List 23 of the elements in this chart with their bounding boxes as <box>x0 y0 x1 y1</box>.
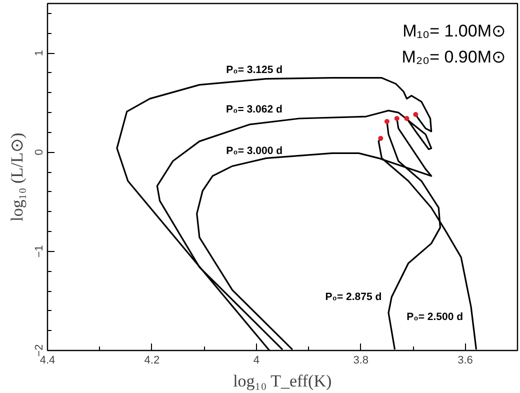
x-tick-label: 4 <box>253 354 260 366</box>
y-tick-label: 1 <box>34 50 46 56</box>
y-axis-title: log₁₀ (L/L⊙) <box>8 132 26 222</box>
point <box>413 112 418 118</box>
series-label: P₀= 2.875 d <box>325 290 382 303</box>
x-tick-label: 3.8 <box>353 354 368 366</box>
y-tick-label: 0 <box>34 149 46 156</box>
series-label: P₀= 3.125 d <box>226 64 283 76</box>
x-axis-title: log₁₀ T_eff(K) <box>233 372 332 390</box>
y-tick-label: −1 <box>34 245 46 258</box>
annotation: M₁₀= 1.00M⊙ <box>402 22 506 40</box>
x-tick-label: 3.6 <box>458 354 473 366</box>
x-tick-label: 4.4 <box>40 354 56 366</box>
point <box>404 116 410 121</box>
annotation: M₂₀= 0.90M⊙ <box>402 48 506 66</box>
point <box>384 118 390 124</box>
series-label: P₀= 3.000 d <box>226 145 283 158</box>
y-tick-label: −2 <box>34 344 46 357</box>
point <box>378 136 384 141</box>
x-tick-label: 4.2 <box>144 354 160 366</box>
point <box>394 116 400 121</box>
series-label: P₀= 3.062 d <box>226 104 282 116</box>
series-label: P₀= 2.500 d <box>406 310 464 323</box>
